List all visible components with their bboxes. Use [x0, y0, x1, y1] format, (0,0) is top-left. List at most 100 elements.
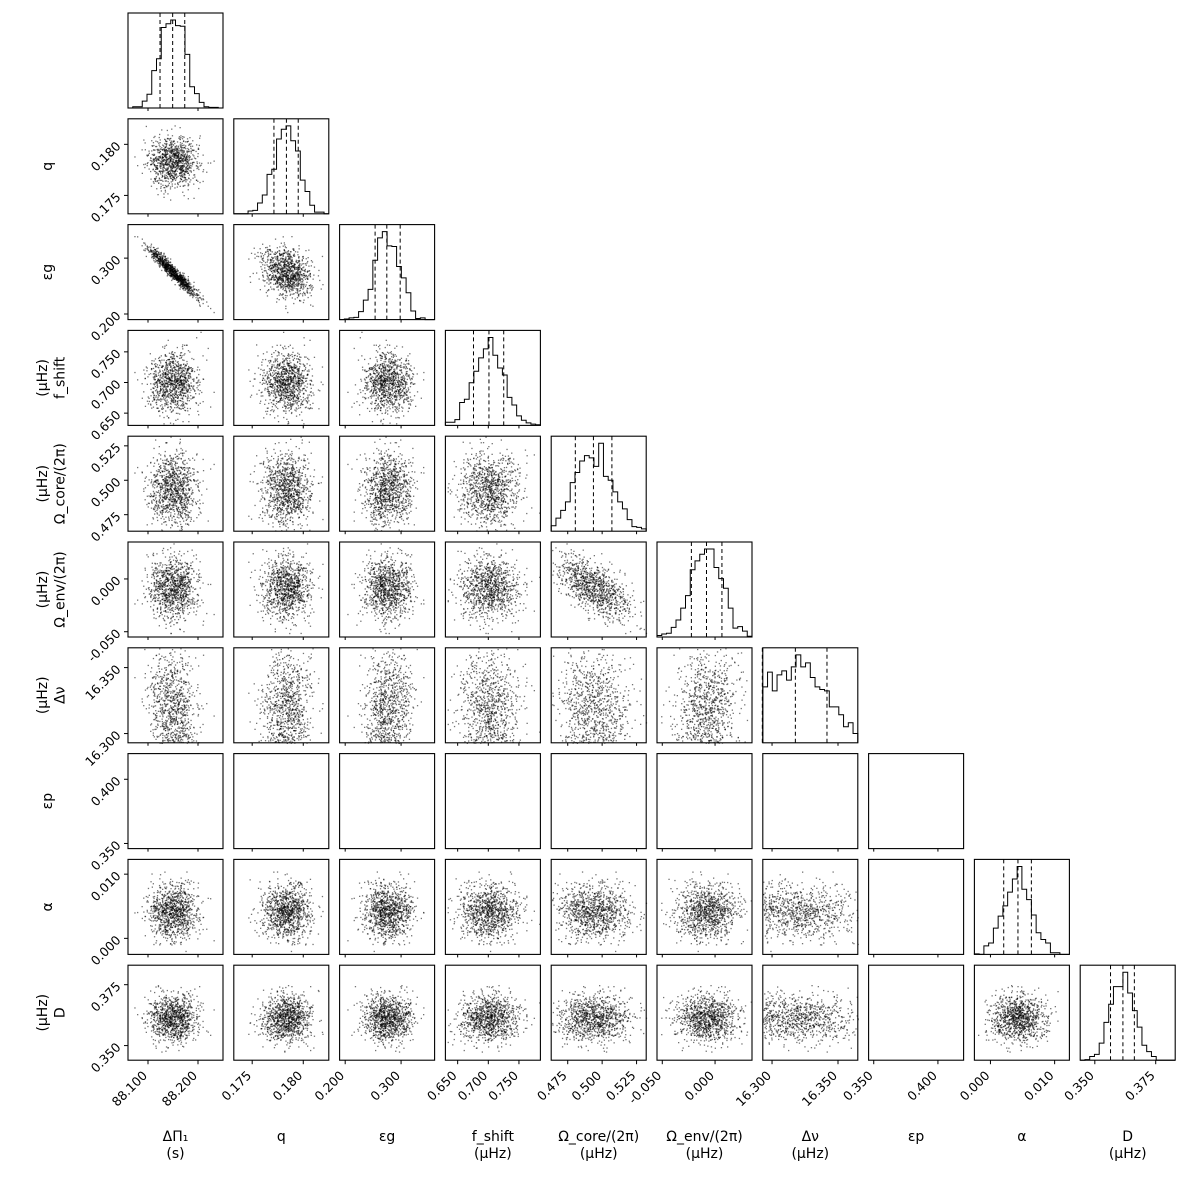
scatter-point — [171, 135, 174, 137]
scatter-point — [166, 368, 168, 370]
scatter-point — [175, 391, 177, 393]
scatter-point — [187, 388, 190, 390]
scatter-point — [169, 171, 172, 173]
scatter-point — [283, 373, 286, 376]
scatter-point — [189, 391, 191, 394]
scatter-point — [294, 285, 296, 288]
scatter-point — [311, 375, 314, 377]
scatter-point — [274, 359, 276, 361]
scatter-point — [176, 268, 178, 270]
scatter-point — [274, 381, 276, 383]
scatter-point — [288, 261, 290, 263]
scatter-point — [161, 156, 163, 158]
scatter-point — [306, 287, 309, 289]
scatter-point — [283, 242, 285, 244]
scatter-point — [293, 282, 295, 284]
scatter-point — [152, 254, 155, 256]
scatter-point — [299, 389, 302, 391]
scatter-point — [191, 357, 193, 360]
scatter-point — [145, 125, 147, 128]
scatter-point — [274, 391, 276, 393]
scatter-point — [250, 394, 253, 396]
scatter-point — [268, 391, 270, 393]
scatter-point — [170, 274, 172, 277]
scatter-point — [249, 281, 252, 283]
scatter-point — [278, 282, 280, 284]
scatter-point — [174, 153, 176, 155]
scatter-point — [180, 135, 182, 137]
scatter-point — [159, 162, 161, 164]
scatter-point — [261, 361, 263, 363]
scatter-point — [158, 182, 160, 184]
scatter-point — [185, 179, 187, 181]
scatter-point — [178, 368, 180, 370]
scatter-point — [176, 167, 178, 170]
scatter-point — [163, 171, 165, 173]
scatter-point — [289, 268, 291, 270]
scatter-point — [177, 402, 179, 404]
scatter-point — [293, 293, 295, 295]
scatter-point — [280, 376, 282, 378]
scatter-point — [167, 159, 169, 161]
scatter-point — [167, 264, 169, 266]
scatter-point — [134, 236, 136, 238]
scatter-point — [163, 416, 165, 419]
scatter-point — [273, 409, 275, 411]
scatter-point — [187, 164, 189, 166]
scatter-point — [275, 256, 277, 258]
scatter-point — [174, 157, 176, 159]
scatter-point — [167, 369, 170, 372]
scatter-point — [307, 257, 309, 259]
scatter-point — [172, 385, 174, 388]
scatter-point — [291, 297, 293, 299]
scatter-point — [295, 259, 297, 261]
scatter-point — [283, 400, 285, 402]
scatter-point — [275, 396, 277, 398]
scatter-point — [278, 252, 281, 254]
scatter-point — [283, 355, 286, 357]
scatter-point — [188, 282, 190, 284]
scatter-point — [190, 294, 192, 296]
scatter-point — [151, 400, 154, 402]
scatter-point — [180, 352, 183, 354]
scatter-point — [172, 269, 174, 271]
scatter-point — [168, 364, 170, 366]
scatter-point — [184, 406, 186, 408]
scatter-point — [173, 140, 175, 142]
scatter-point — [158, 382, 160, 384]
scatter-point — [163, 266, 166, 268]
scatter-point — [178, 137, 180, 139]
scatter-point — [284, 402, 286, 404]
scatter-point — [183, 159, 185, 162]
scatter-point — [177, 155, 179, 157]
scatter-point — [274, 417, 276, 419]
scatter-point — [188, 164, 190, 166]
scatter-point — [176, 155, 179, 158]
scatter-point — [272, 372, 274, 374]
scatter-point — [173, 149, 176, 151]
scatter-point — [173, 268, 175, 270]
scatter-point — [287, 421, 289, 423]
scatter-point — [159, 370, 161, 373]
scatter-point — [188, 165, 190, 168]
scatter-point — [161, 154, 163, 156]
scatter-point — [159, 166, 161, 168]
scatter-point — [175, 163, 177, 165]
scatter-point — [160, 355, 162, 357]
scatter-point — [297, 276, 299, 278]
scatter-point — [276, 272, 279, 275]
scatter-point — [175, 393, 177, 395]
scatter-point — [151, 407, 153, 409]
scatter-point — [170, 370, 172, 372]
scatter-point — [174, 146, 176, 148]
scatter-point — [297, 285, 299, 287]
scatter-point — [143, 391, 145, 393]
scatter-point — [284, 294, 287, 297]
scatter-point — [153, 247, 155, 249]
scatter-point — [166, 377, 168, 380]
scatter-point — [273, 361, 275, 363]
scatter-point — [172, 161, 175, 164]
scatter-point — [169, 155, 171, 157]
scatter-point — [252, 385, 254, 387]
scatter-point — [177, 281, 180, 283]
